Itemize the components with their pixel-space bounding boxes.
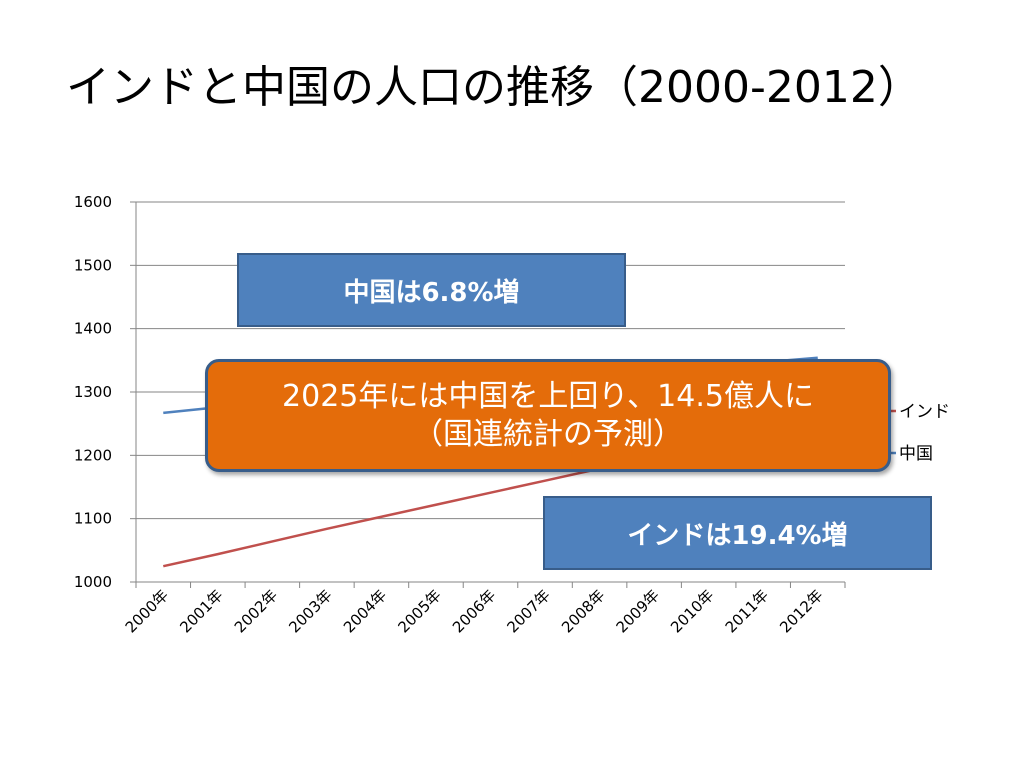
legend-label: インド (899, 402, 950, 422)
x-tick-labels: 2000年 2001年 2002年 2003年 2004年 2005年 2006年 2007年… (122, 586, 827, 636)
y-tick-label: 1500 (74, 256, 112, 274)
india-growth-callout: インドは19.4%増 (543, 496, 932, 570)
x-tick-label: 2012年 (776, 586, 826, 636)
x-tick-label: 2000年 (122, 586, 172, 636)
slide-title: インドと中国の人口の推移（2000-2012） (66, 62, 922, 113)
y-tick-label: 1200 (74, 446, 112, 464)
china-growth-text: 中国は6.8%増 (343, 277, 520, 308)
y-tick-label: 1100 (74, 510, 112, 528)
india-growth-text: インドは19.4%増 (627, 520, 848, 551)
china-growth-callout: 中国は6.8%増 (237, 253, 626, 327)
x-tick-label: 2002年 (231, 586, 281, 636)
x-tick-label: 2008年 (558, 586, 608, 636)
y-tick-label: 1300 (74, 383, 112, 401)
x-tick-label: 2001年 (176, 586, 226, 636)
x-tick-label: 2007年 (504, 586, 554, 636)
y-tick-labels: 1000 1100 1200 1300 1400 1500 1600 (74, 193, 112, 591)
axes (130, 201, 846, 588)
x-tick-label: 2003年 (285, 586, 335, 636)
x-tick-label: 2010年 (667, 586, 717, 636)
x-tick-label: 2011年 (722, 586, 772, 636)
y-tick-label: 1000 (74, 573, 112, 591)
legend-label: 中国 (899, 444, 933, 464)
x-tick-label: 2006年 (449, 586, 499, 636)
forecast-callout: 2025年には中国を上回り、14.5億人に （国連統計の予測） (205, 359, 891, 472)
x-tick-label: 2004年 (340, 586, 390, 636)
x-tick-label: 2009年 (613, 586, 663, 636)
forecast-line2: （国連統計の予測） (413, 416, 683, 452)
forecast-line1: 2025年には中国を上回り、14.5億人に (282, 379, 814, 414)
y-tick-label: 1400 (74, 320, 112, 338)
x-tick-label: 2005年 (394, 586, 444, 636)
y-tick-label: 1600 (74, 193, 112, 211)
